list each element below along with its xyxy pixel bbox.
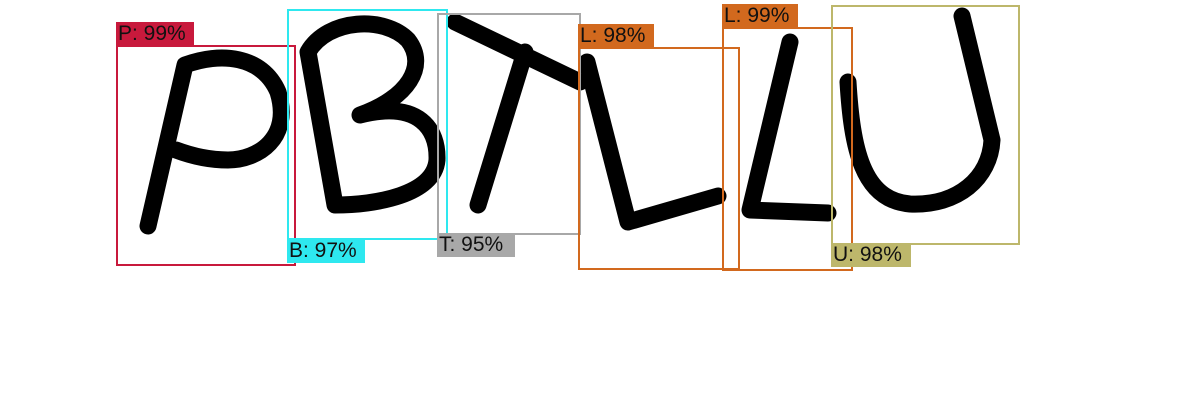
detection-label-l-2: L: 99% (722, 4, 798, 28)
detection-label-b: B: 97% (287, 239, 365, 263)
glyph-p (139, 49, 290, 235)
glyph-l-1 (578, 53, 727, 231)
glyph-t (446, 13, 589, 214)
detection-label-u: U: 98% (831, 243, 911, 267)
detection-label-p: P: 99% (116, 22, 194, 46)
detection-label-l-1: L: 98% (578, 24, 654, 48)
glyph-u (839, 7, 1001, 213)
glyph-l-2 (741, 33, 837, 222)
detection-label-t: T: 95% (437, 233, 515, 257)
glyph-b (299, 15, 446, 214)
